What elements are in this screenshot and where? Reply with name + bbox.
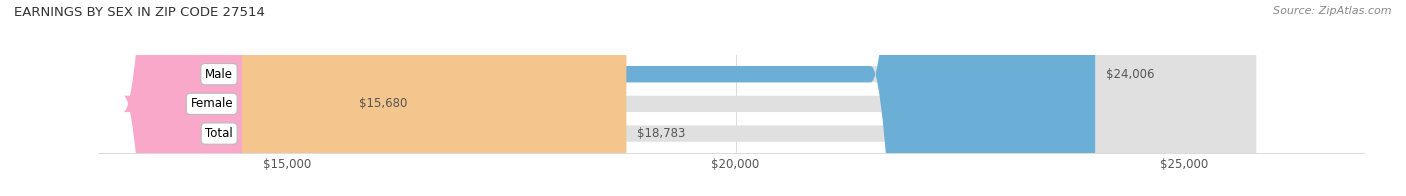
FancyBboxPatch shape [124, 0, 467, 196]
FancyBboxPatch shape [242, 0, 1256, 196]
Text: Total: Total [205, 127, 233, 140]
Text: $24,006: $24,006 [1107, 68, 1154, 81]
Text: EARNINGS BY SEX IN ZIP CODE 27514: EARNINGS BY SEX IN ZIP CODE 27514 [14, 6, 264, 19]
FancyBboxPatch shape [242, 0, 1256, 196]
Text: Source: ZipAtlas.com: Source: ZipAtlas.com [1274, 6, 1392, 16]
Text: Female: Female [190, 97, 233, 110]
Text: $15,680: $15,680 [359, 97, 408, 110]
FancyBboxPatch shape [242, 0, 1256, 196]
FancyBboxPatch shape [242, 0, 1095, 196]
FancyBboxPatch shape [242, 0, 627, 196]
Text: $18,783: $18,783 [637, 127, 686, 140]
Text: Male: Male [205, 68, 233, 81]
